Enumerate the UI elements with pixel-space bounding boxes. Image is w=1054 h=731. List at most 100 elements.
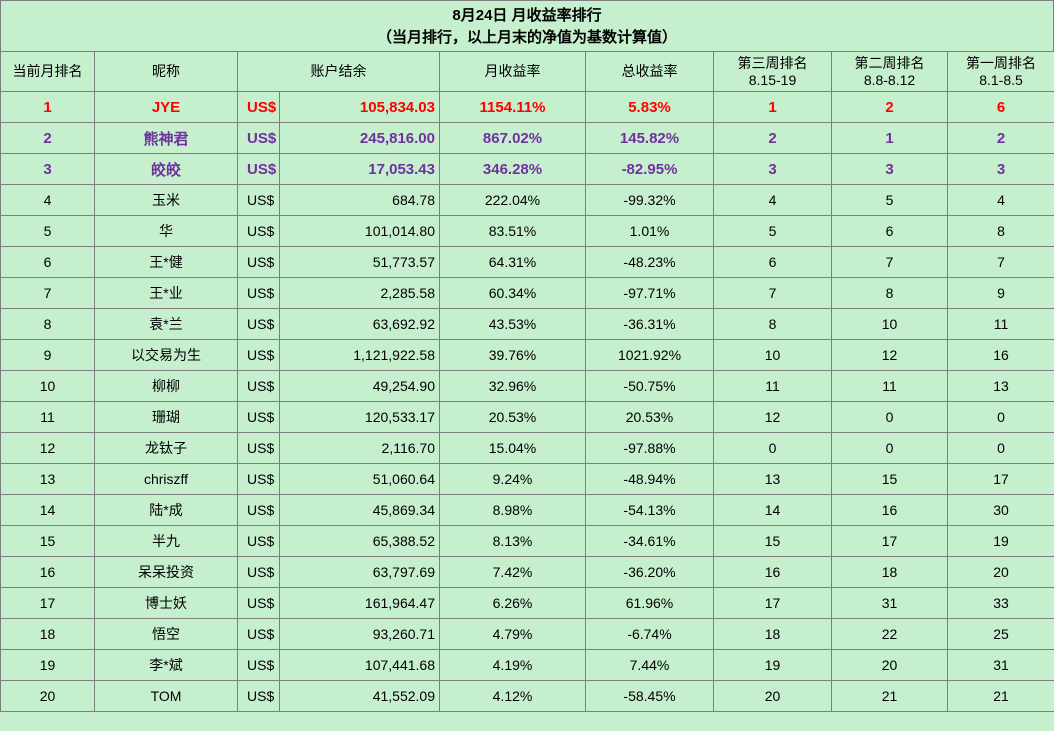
week1-rank-cell: 17 bbox=[947, 463, 1054, 495]
rank-cell: 12 bbox=[0, 432, 95, 464]
rank-cell: 16 bbox=[0, 556, 95, 588]
nick-cell: TOM bbox=[94, 680, 238, 712]
rank-cell: 9 bbox=[0, 339, 95, 371]
header-total-return: 总收益率 bbox=[585, 51, 714, 92]
total-return-cell: -36.20% bbox=[585, 556, 714, 588]
title-line-1: 8月24日 月收益率排行 bbox=[452, 7, 602, 24]
monthly-return-cell: 20.53% bbox=[439, 401, 586, 433]
total-return-cell: -54.13% bbox=[585, 494, 714, 526]
week1-rank-cell: 31 bbox=[947, 649, 1054, 681]
table-row: 16 呆呆投资 US$ 63,797.69 7.42% -36.20% 16 18 20 bbox=[0, 556, 1054, 588]
week3-rank-cell: 14 bbox=[713, 494, 832, 526]
balance-cell: 65,388.52 bbox=[279, 525, 440, 557]
currency-cell: US$ bbox=[237, 525, 280, 557]
header-row: 当前月排名 昵称 账户结余 月收益率 总收益率 第三周排名 8.15-19 第二… bbox=[0, 51, 1054, 92]
week3-rank-cell: 15 bbox=[713, 525, 832, 557]
table-row: 20 TOM US$ 41,552.09 4.12% -58.45% 20 21 21 bbox=[0, 680, 1054, 712]
currency-cell: US$ bbox=[237, 401, 280, 433]
balance-cell: 107,441.68 bbox=[279, 649, 440, 681]
week3-rank-cell: 13 bbox=[713, 463, 832, 495]
table-row: 11 珊瑚 US$ 120,533.17 20.53% 20.53% 12 0 0 bbox=[0, 401, 1054, 433]
rank-cell: 4 bbox=[0, 184, 95, 216]
rank-cell: 17 bbox=[0, 587, 95, 619]
rank-cell: 14 bbox=[0, 494, 95, 526]
week3-rank-cell: 4 bbox=[713, 184, 832, 216]
week1-rank-cell: 0 bbox=[947, 432, 1054, 464]
table-row: 2 熊神君 US$ 245,816.00 867.02% 145.82% 2 1 2 bbox=[0, 122, 1054, 154]
monthly-return-cell: 64.31% bbox=[439, 246, 586, 278]
balance-cell: 245,816.00 bbox=[279, 122, 440, 154]
week2-rank-cell: 1 bbox=[831, 122, 948, 154]
total-return-cell: -97.88% bbox=[585, 432, 714, 464]
nick-cell: 王*业 bbox=[94, 277, 238, 309]
nick-cell: 博士妖 bbox=[94, 587, 238, 619]
header-week3-range: 8.15-19 bbox=[748, 71, 797, 88]
currency-cell: US$ bbox=[237, 680, 280, 712]
week3-rank-cell: 20 bbox=[713, 680, 832, 712]
header-monthly-return: 月收益率 bbox=[439, 51, 586, 92]
week1-rank-cell: 20 bbox=[947, 556, 1054, 588]
balance-cell: 45,869.34 bbox=[279, 494, 440, 526]
week2-rank-cell: 5 bbox=[831, 184, 948, 216]
total-return-cell: -48.94% bbox=[585, 463, 714, 495]
week1-rank-cell: 16 bbox=[947, 339, 1054, 371]
week2-rank-cell: 7 bbox=[831, 246, 948, 278]
rank-cell: 3 bbox=[0, 153, 95, 185]
total-return-cell: -97.71% bbox=[585, 277, 714, 309]
week2-rank-cell: 0 bbox=[831, 432, 948, 464]
total-return-cell: -34.61% bbox=[585, 525, 714, 557]
table-row: 14 陆*成 US$ 45,869.34 8.98% -54.13% 14 16 30 bbox=[0, 494, 1054, 526]
week2-rank-cell: 0 bbox=[831, 401, 948, 433]
week1-rank-cell: 21 bbox=[947, 680, 1054, 712]
balance-cell: 63,797.69 bbox=[279, 556, 440, 588]
currency-cell: US$ bbox=[237, 153, 280, 185]
nick-cell: 柳柳 bbox=[94, 370, 238, 402]
monthly-return-cell: 346.28% bbox=[439, 153, 586, 185]
week2-rank-cell: 6 bbox=[831, 215, 948, 247]
week1-rank-cell: 33 bbox=[947, 587, 1054, 619]
table-row: 8 袁*兰 US$ 63,692.92 43.53% -36.31% 8 10 11 bbox=[0, 308, 1054, 340]
rank-cell: 15 bbox=[0, 525, 95, 557]
nick-cell: 皎皎 bbox=[94, 153, 238, 185]
monthly-return-cell: 222.04% bbox=[439, 184, 586, 216]
week2-rank-cell: 31 bbox=[831, 587, 948, 619]
header-week1-title: 第一周排名 bbox=[966, 54, 1036, 71]
rank-cell: 10 bbox=[0, 370, 95, 402]
currency-cell: US$ bbox=[237, 339, 280, 371]
table-row: 7 王*业 US$ 2,285.58 60.34% -97.71% 7 8 9 bbox=[0, 277, 1054, 309]
total-return-cell: 145.82% bbox=[585, 122, 714, 154]
week1-rank-cell: 8 bbox=[947, 215, 1054, 247]
header-week2-title: 第二周排名 bbox=[854, 54, 925, 71]
balance-cell: 41,552.09 bbox=[279, 680, 440, 712]
table-row: 12 龙钛子 US$ 2,116.70 15.04% -97.88% 0 0 0 bbox=[0, 432, 1054, 464]
rank-cell: 5 bbox=[0, 215, 95, 247]
total-return-cell: -99.32% bbox=[585, 184, 714, 216]
total-return-cell: 1.01% bbox=[585, 215, 714, 247]
rank-cell: 13 bbox=[0, 463, 95, 495]
table-row: 13 chriszff US$ 51,060.64 9.24% -48.94% 13 15 17 bbox=[0, 463, 1054, 495]
total-return-cell: -82.95% bbox=[585, 153, 714, 185]
week3-rank-cell: 19 bbox=[713, 649, 832, 681]
monthly-return-cell: 32.96% bbox=[439, 370, 586, 402]
table-body: 1 JYE US$ 105,834.03 1154.11% 5.83% 1 2 6 2 熊神君 US$… bbox=[0, 91, 1054, 712]
table-row: 1 JYE US$ 105,834.03 1154.11% 5.83% 1 2 6 bbox=[0, 91, 1054, 123]
header-nick: 昵称 bbox=[94, 51, 238, 92]
week1-rank-cell: 11 bbox=[947, 308, 1054, 340]
currency-cell: US$ bbox=[237, 246, 280, 278]
table-row: 19 李*斌 US$ 107,441.68 4.19% 7.44% 19 20 31 bbox=[0, 649, 1054, 681]
week1-rank-cell: 13 bbox=[947, 370, 1054, 402]
week2-rank-cell: 21 bbox=[831, 680, 948, 712]
currency-cell: US$ bbox=[237, 432, 280, 464]
week2-rank-cell: 10 bbox=[831, 308, 948, 340]
nick-cell: 玉米 bbox=[94, 184, 238, 216]
currency-cell: US$ bbox=[237, 122, 280, 154]
total-return-cell: 1021.92% bbox=[585, 339, 714, 371]
title-line-2: （当月排行，以上月末的净值为基数计算值） bbox=[376, 29, 677, 46]
week2-rank-cell: 15 bbox=[831, 463, 948, 495]
currency-cell: US$ bbox=[237, 556, 280, 588]
total-return-cell: -50.75% bbox=[585, 370, 714, 402]
week1-rank-cell: 0 bbox=[947, 401, 1054, 433]
week2-rank-cell: 2 bbox=[831, 91, 948, 123]
balance-cell: 2,285.58 bbox=[279, 277, 440, 309]
week2-rank-cell: 17 bbox=[831, 525, 948, 557]
